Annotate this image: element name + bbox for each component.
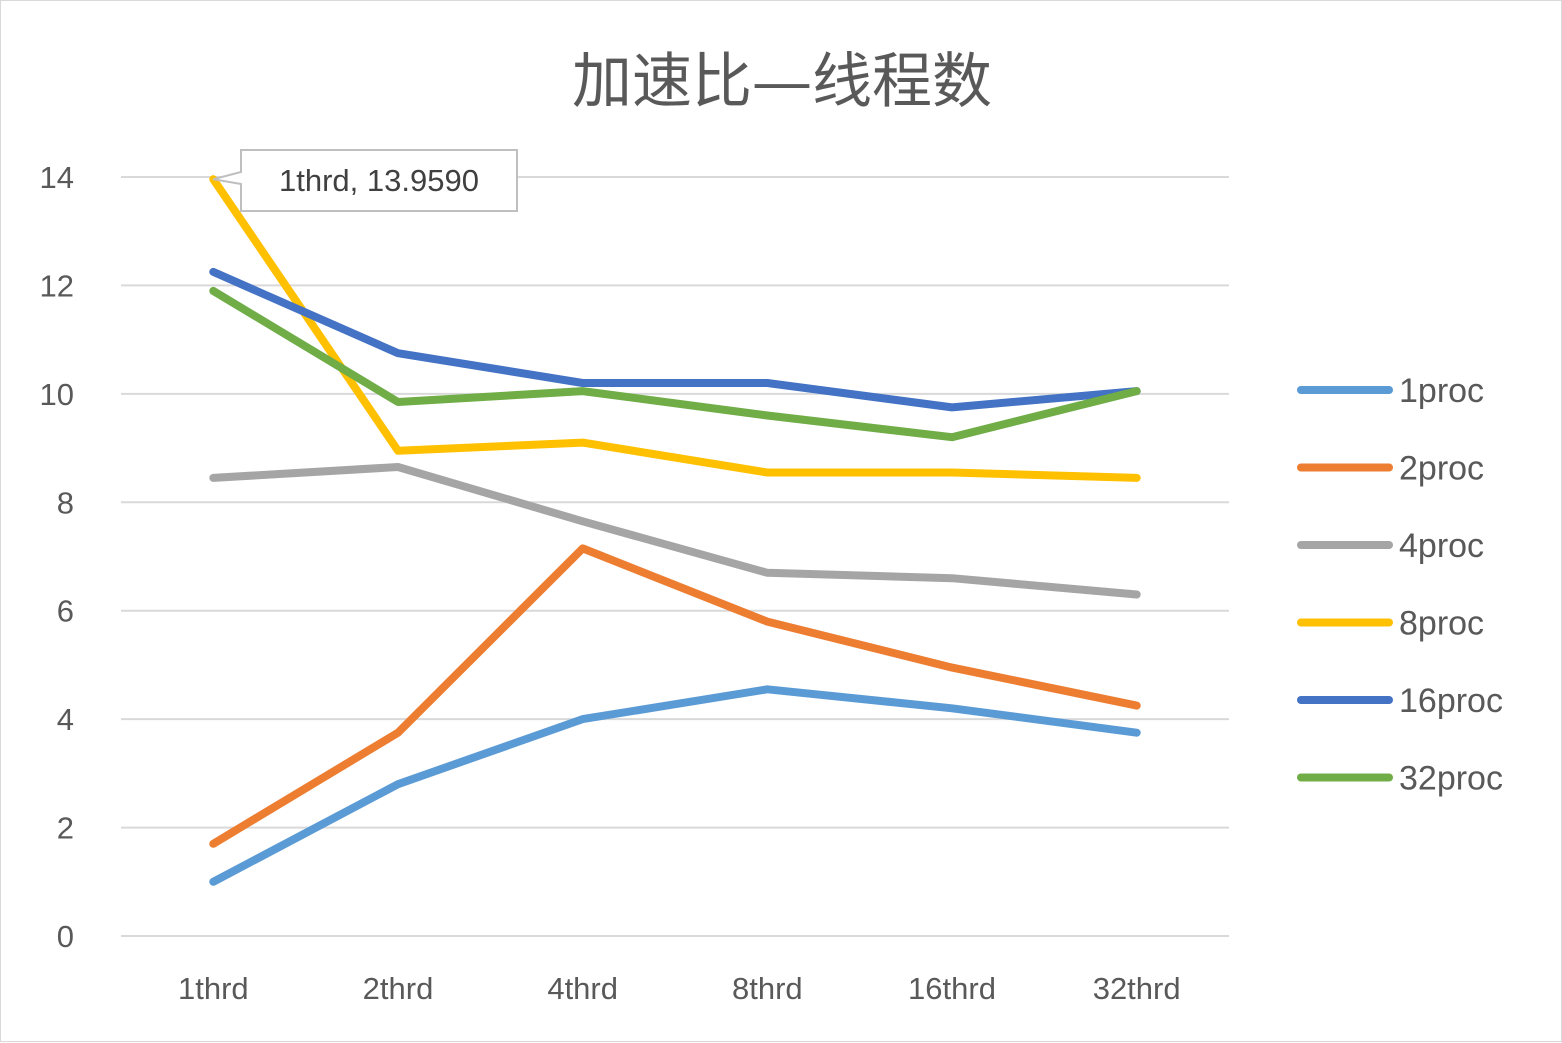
- x-tick-label: 16thrd: [908, 971, 996, 1006]
- series-line-4proc: [209, 463, 1141, 599]
- y-tick-label: 4: [57, 702, 74, 737]
- legend-label-1proc: 1proc: [1399, 372, 1484, 410]
- chart-title: 加速比—线程数: [572, 47, 992, 117]
- legend-label-2proc: 2proc: [1399, 450, 1484, 488]
- callout-label: 1thrd, 13.9590: [279, 163, 479, 198]
- y-tick-label: 14: [40, 160, 74, 195]
- x-tick-label: 2thrd: [363, 971, 434, 1006]
- y-tick-label: 12: [40, 268, 74, 303]
- series-line-1proc: [209, 685, 1141, 886]
- x-tick-label: 32thrd: [1093, 971, 1181, 1006]
- series-line-8proc: [209, 175, 1141, 482]
- y-tick-label: 6: [57, 594, 74, 629]
- series-line-16proc: [209, 267, 1141, 412]
- y-tick-label: 10: [40, 377, 74, 412]
- x-axis-ticks: 1thrd 2thrd 4thrd 8thrd 16thrd 32thrd: [178, 971, 1181, 1006]
- series-line-32proc: [209, 286, 1141, 442]
- x-tick-label: 1thrd: [178, 971, 249, 1006]
- series-line-2proc: [209, 544, 1141, 848]
- y-tick-label: 8: [57, 485, 74, 520]
- legend-label-32proc: 32proc: [1399, 760, 1503, 798]
- legend-label-4proc: 4proc: [1399, 527, 1484, 565]
- y-tick-label: 0: [57, 919, 74, 954]
- callout-box: [213, 149, 518, 212]
- gridlines: [121, 176, 1229, 937]
- legend: 1proc 2proc 4proc 8proc 16proc 32proc: [1297, 372, 1503, 798]
- y-tick-label: 2: [57, 811, 74, 846]
- x-tick-label: 8thrd: [732, 971, 803, 1006]
- legend-label-8proc: 8proc: [1399, 605, 1484, 643]
- plot-series: [209, 175, 1141, 886]
- x-tick-label: 4thrd: [547, 971, 618, 1006]
- data-callout: 1thrd, 13.9590: [213, 149, 518, 212]
- legend-label-16proc: 16proc: [1399, 682, 1503, 720]
- y-axis-ticks: 0 2 4 6 8 10 12 14: [40, 160, 74, 954]
